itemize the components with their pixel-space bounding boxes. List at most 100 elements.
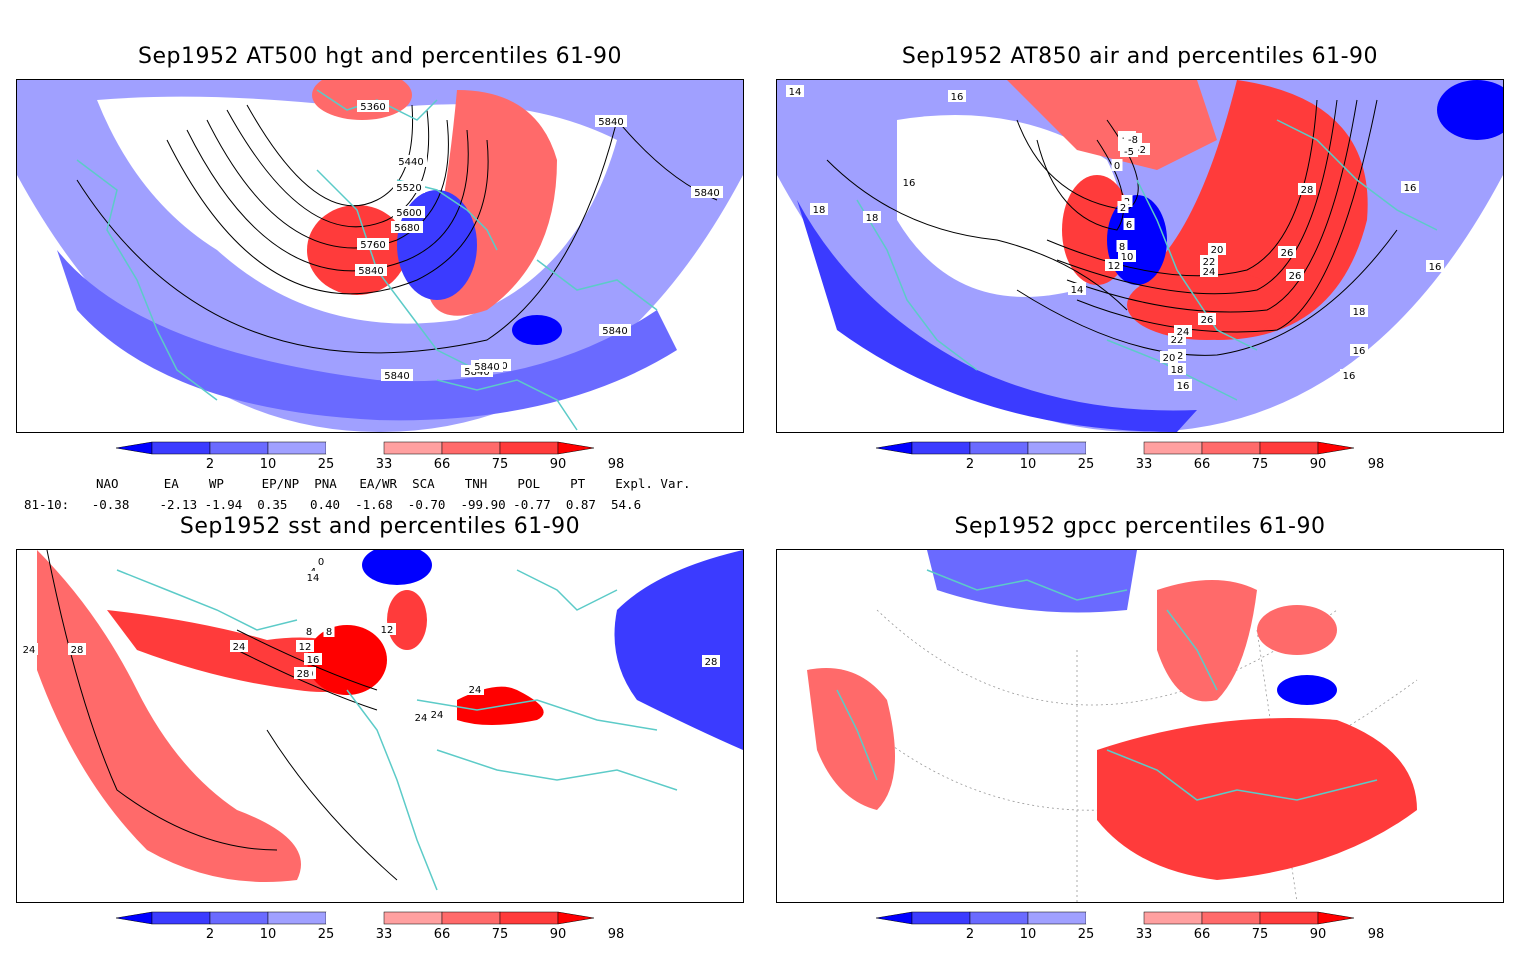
svg-text:18: 18 — [1353, 307, 1366, 318]
svg-text:16: 16 — [903, 178, 916, 189]
svg-text:28: 28 — [297, 669, 310, 680]
title-top-right: Sep1952 AT850 air and percentiles 61-90 — [901, 44, 1379, 69]
colorbar-swatch — [441, 911, 501, 925]
svg-text:16: 16 — [1353, 346, 1366, 357]
contour-label: 28 — [1298, 183, 1316, 196]
contour-label: 14 — [304, 571, 322, 584]
contour-label: 14 — [1068, 283, 1086, 296]
svg-text:26: 26 — [1281, 248, 1294, 259]
contour-label: 2 — [1117, 201, 1129, 214]
contour-label: 0 — [1111, 159, 1123, 172]
svg-text:24: 24 — [469, 685, 482, 696]
svg-text:5360: 5360 — [360, 102, 385, 113]
anom-negative — [614, 550, 743, 750]
anom-negative — [1437, 80, 1503, 140]
svg-text:28: 28 — [705, 657, 718, 668]
title-top-left: Sep1952 AT500 hgt and percentiles 61-90 — [137, 44, 623, 69]
colorbar-arrow-low — [876, 911, 913, 925]
svg-text:14: 14 — [789, 87, 802, 98]
colorbar-swatch — [1086, 912, 1144, 924]
svg-text:16: 16 — [1429, 262, 1442, 273]
colorbar-tick-label: 66 — [1194, 457, 1211, 472]
svg-text:5840: 5840 — [474, 362, 499, 373]
colorbar-swatch — [499, 911, 559, 925]
svg-text:24: 24 — [431, 710, 444, 721]
colorbar-tick-label: 33 — [376, 457, 393, 472]
colorbar-arrow-low — [116, 441, 153, 455]
colorbar-tick-label: 2 — [966, 457, 974, 472]
colorbar-swatch — [326, 442, 384, 454]
anom-negative — [1277, 675, 1337, 705]
svg-text:22: 22 — [1203, 257, 1216, 268]
anom-negative — [797, 200, 1197, 432]
colorbar-tick-label: 33 — [376, 927, 393, 942]
colorbar-bottom-right: 2 10 25 33 66 75 90 98 — [876, 911, 1384, 942]
contour-label: 5840 — [595, 115, 627, 128]
colorbar-tick-label: 98 — [608, 927, 625, 942]
colorbar-swatch — [151, 441, 211, 455]
svg-text:5600: 5600 — [396, 208, 421, 219]
colorbar-tick-label: 10 — [1020, 927, 1037, 942]
svg-text:5840: 5840 — [598, 117, 623, 128]
colorbar-swatch — [1259, 911, 1319, 925]
title-bottom-right: Sep1952 gpcc percentiles 61-90 — [954, 514, 1326, 539]
colorbar-swatch — [1201, 911, 1261, 925]
svg-text:0: 0 — [1114, 161, 1120, 172]
colorbar-swatch — [1201, 441, 1261, 455]
colorbar-tick-label: 75 — [492, 457, 509, 472]
anom-negative — [57, 250, 677, 421]
svg-text:28: 28 — [1301, 185, 1314, 196]
colorbar-swatch — [499, 441, 559, 455]
contour-label: 12 — [378, 623, 396, 636]
contour-label: 6 — [1123, 218, 1135, 231]
contour-label: 16 — [1426, 260, 1444, 273]
svg-text:28: 28 — [71, 645, 84, 656]
colorbar-swatch — [383, 911, 443, 925]
anom-positive — [807, 668, 895, 810]
contour-label: 5680 — [391, 221, 423, 234]
map-panel-sst: 24282481216202428812242424280414 — [16, 549, 744, 903]
indices-header: NAO EA WP EP/NP PNA EA/WR SCA TNH POL PT… — [96, 476, 706, 491]
contour-label: 20 — [1160, 351, 1178, 364]
colorbar-tick-label: 75 — [1252, 927, 1269, 942]
colorbar-swatch — [969, 441, 1029, 455]
colorbar-swatch — [1027, 911, 1087, 925]
colorbar-swatch — [1027, 441, 1087, 455]
colorbar-tick-label: 66 — [1194, 927, 1211, 942]
anom-positive — [1157, 580, 1257, 702]
contour-label: 28 — [68, 643, 86, 656]
colorbar-tick-label: 2 — [206, 927, 214, 942]
svg-text:12: 12 — [1108, 261, 1121, 272]
colorbar-tick-label: 33 — [1136, 927, 1153, 942]
contour-label: 24 — [20, 643, 38, 656]
svg-text:16: 16 — [1404, 183, 1417, 194]
colorbar-tick-label: 98 — [1368, 457, 1385, 472]
colorbar-tick-label: 25 — [318, 927, 335, 942]
colorbar-swatch — [969, 911, 1029, 925]
colorbar-tick-label: 75 — [1252, 457, 1269, 472]
colorbar-swatch — [1143, 441, 1203, 455]
colorbar-arrow-low — [116, 911, 153, 925]
colorbar-top-right: 2 10 25 33 66 75 90 98 — [876, 441, 1385, 472]
map-panel-hgt500: 5360 5440 5520 5600 5680 5760 5840 5840 5840 5840… — [16, 79, 744, 433]
contour-label: 26 — [1198, 313, 1216, 326]
svg-text:5840: 5840 — [694, 188, 719, 199]
colorbar-tick-label: 90 — [550, 457, 567, 472]
colorbar-swatch — [326, 912, 384, 924]
colorbar-arrow-high — [557, 441, 595, 455]
contour-label: 5440 — [395, 155, 427, 168]
svg-text:10: 10 — [1121, 252, 1134, 263]
contour-label: 16 — [1174, 379, 1192, 392]
map-sst-svg: 24282481216202428812242424280414 — [20, 550, 743, 891]
title-bottom-left: Sep1952 sst and percentiles 61-90 — [179, 514, 581, 539]
svg-text:8: 8 — [306, 627, 312, 638]
svg-text:26: 26 — [1289, 271, 1302, 282]
svg-text:5760: 5760 — [360, 240, 385, 251]
contour-label: 16 — [1401, 181, 1419, 194]
contour-label: 20 — [1208, 243, 1226, 256]
colorbar-tick-label: 98 — [608, 457, 625, 472]
contour-label: 18 — [863, 211, 881, 224]
map-panel-gpcc — [776, 549, 1504, 903]
map-hgt500-svg: 5360544055205600568057605840584058405840… — [17, 80, 743, 432]
anom-positive — [1007, 80, 1217, 170]
